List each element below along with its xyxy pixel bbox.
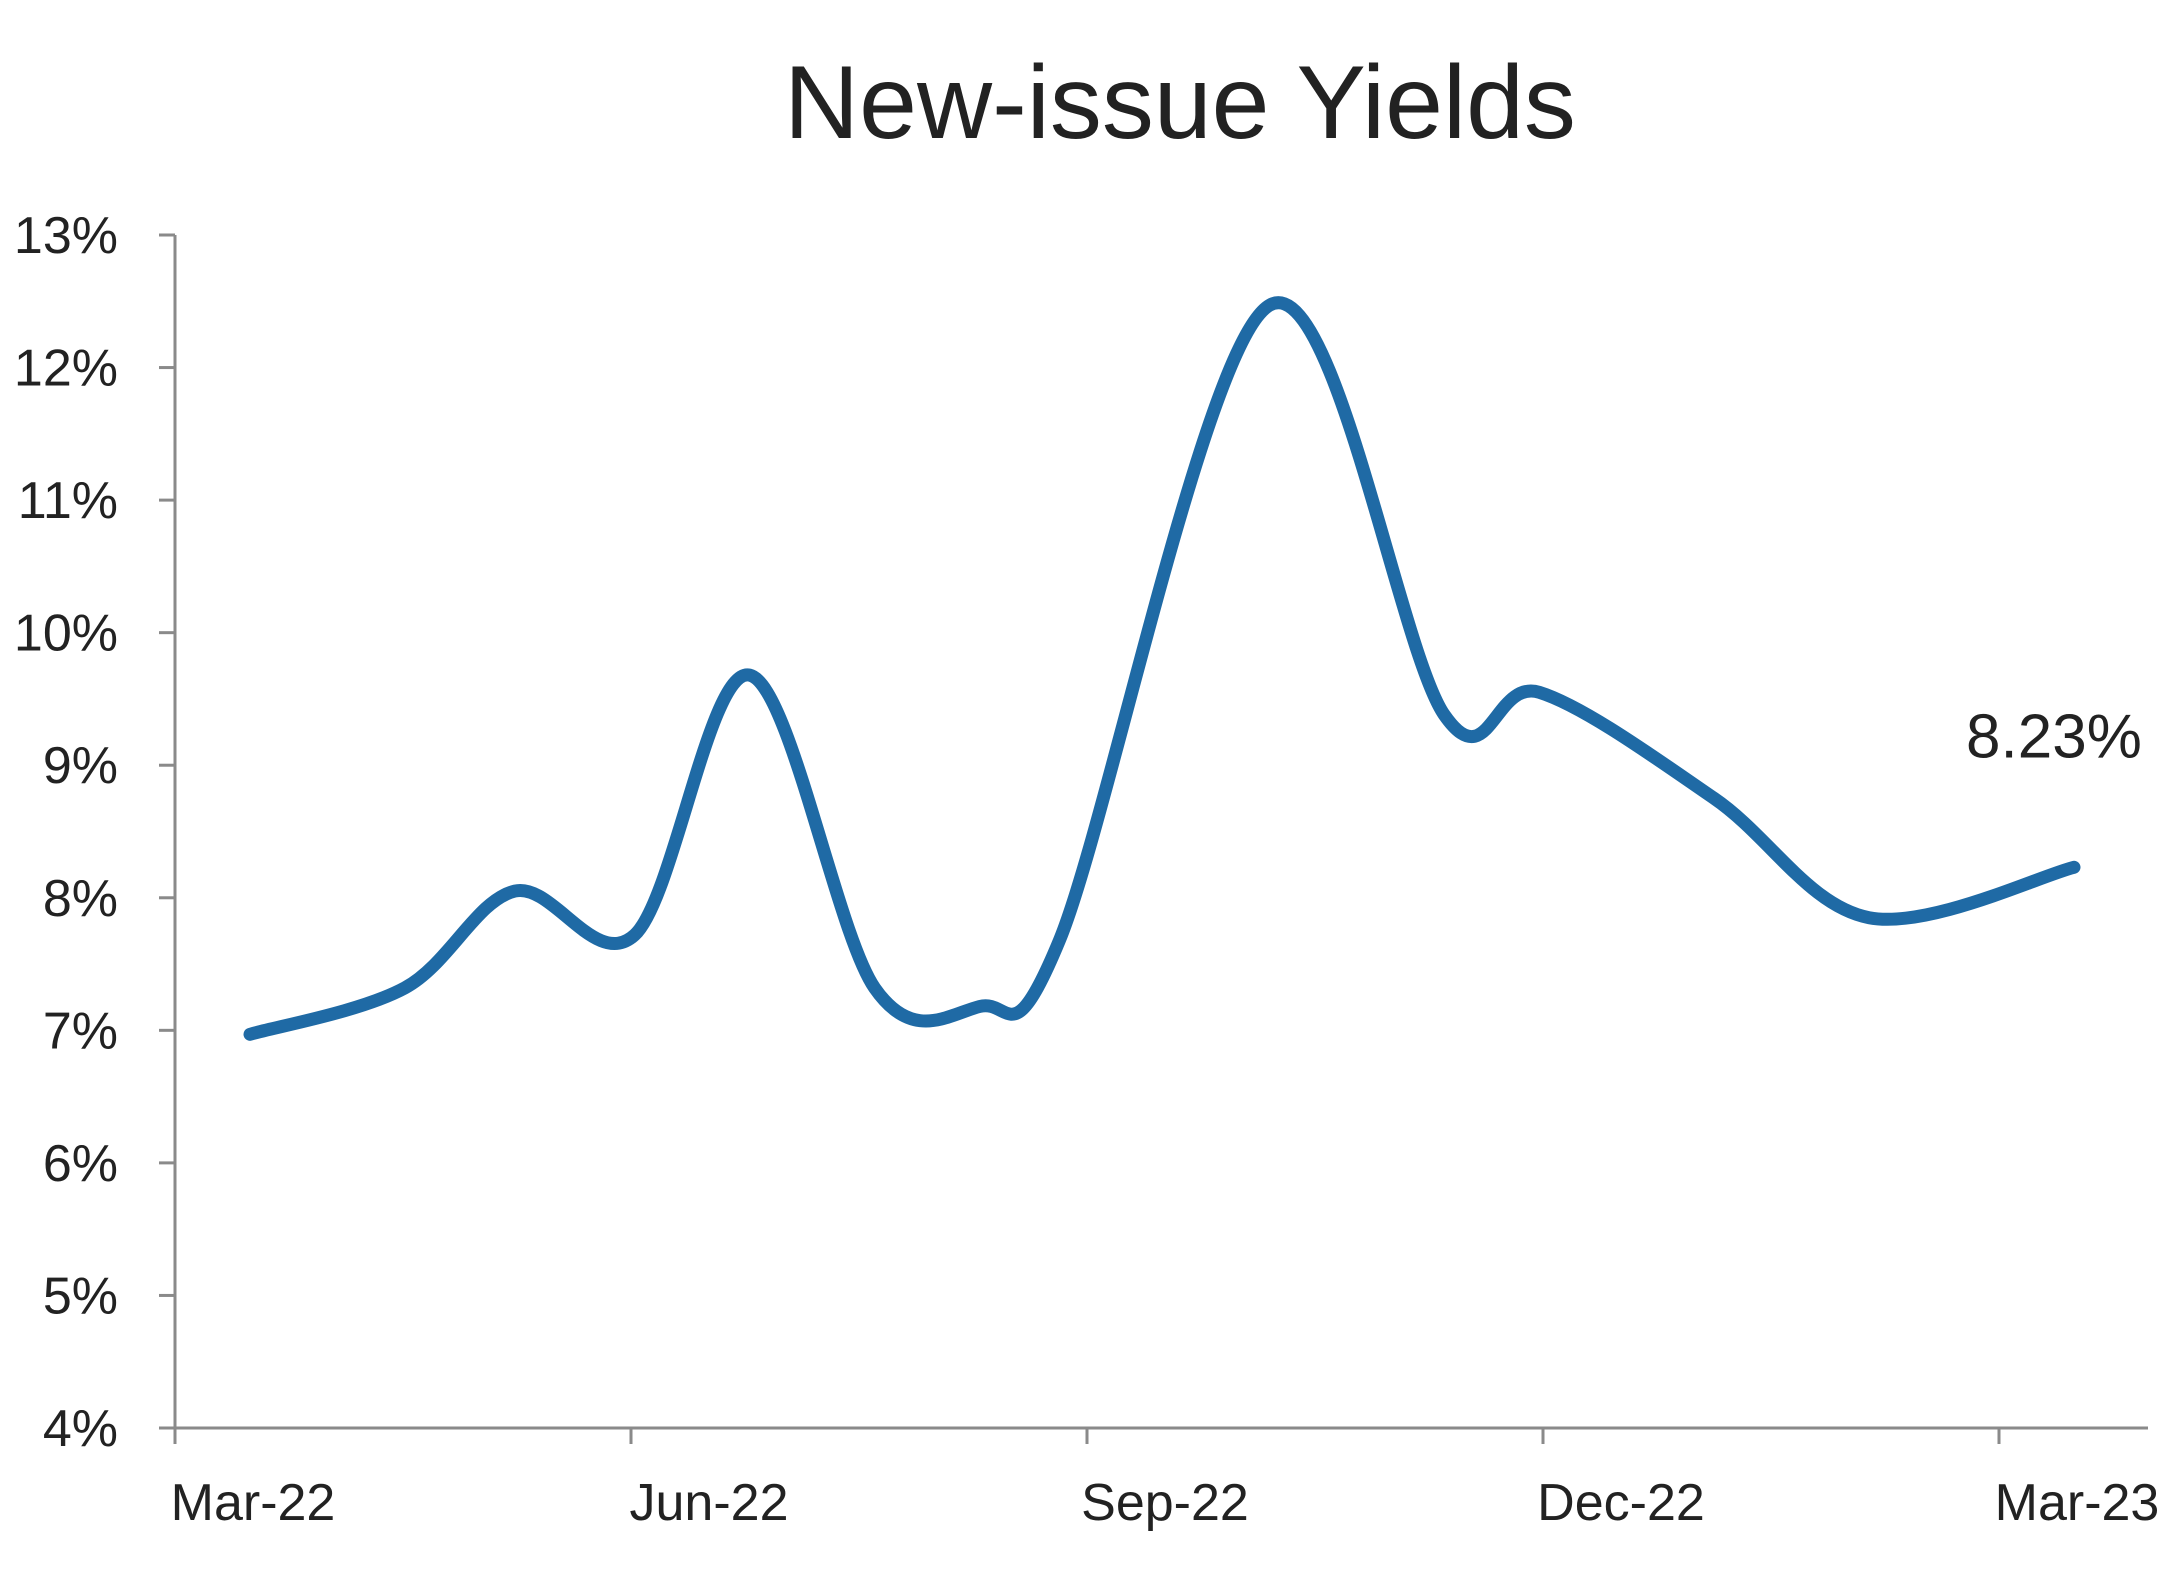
series-layer <box>243 296 2081 1041</box>
annotation-layer: 8.23% <box>1966 702 2142 771</box>
x-tick-label: Dec-22 <box>1537 1474 1705 1532</box>
y-tick-label: 10% <box>14 605 118 663</box>
x-tick-label: Mar-23 <box>1995 1474 2160 1532</box>
x-tick-label: Sep-22 <box>1081 1474 1249 1532</box>
x-tick-label: Jun-22 <box>630 1474 789 1532</box>
last-value-label: 8.23% <box>1966 702 2142 771</box>
x-tick-label: Mar-22 <box>171 1474 336 1532</box>
y-tick-label: 8% <box>43 870 118 928</box>
y-tick-label: 9% <box>43 737 118 795</box>
chart-title: New-issue Yields <box>784 45 1576 161</box>
x-axis: Mar-22 Jun-22 Sep-22 Dec-22 Mar-23 <box>171 1426 2160 1532</box>
y-tick-label: 12% <box>14 340 118 398</box>
y-tick-label: 6% <box>43 1135 118 1193</box>
y-tick-label: 7% <box>43 1002 118 1060</box>
yield-series-line <box>243 296 2081 1041</box>
y-tick-label: 5% <box>43 1267 118 1325</box>
y-tick-label: 13% <box>14 207 118 265</box>
y-axis: 4% 5% 6% 7% 8% 9% 10% 11% 12% 13% <box>14 207 177 1458</box>
y-tick-label: 11% <box>18 472 118 530</box>
y-tick-label: 4% <box>43 1400 118 1458</box>
